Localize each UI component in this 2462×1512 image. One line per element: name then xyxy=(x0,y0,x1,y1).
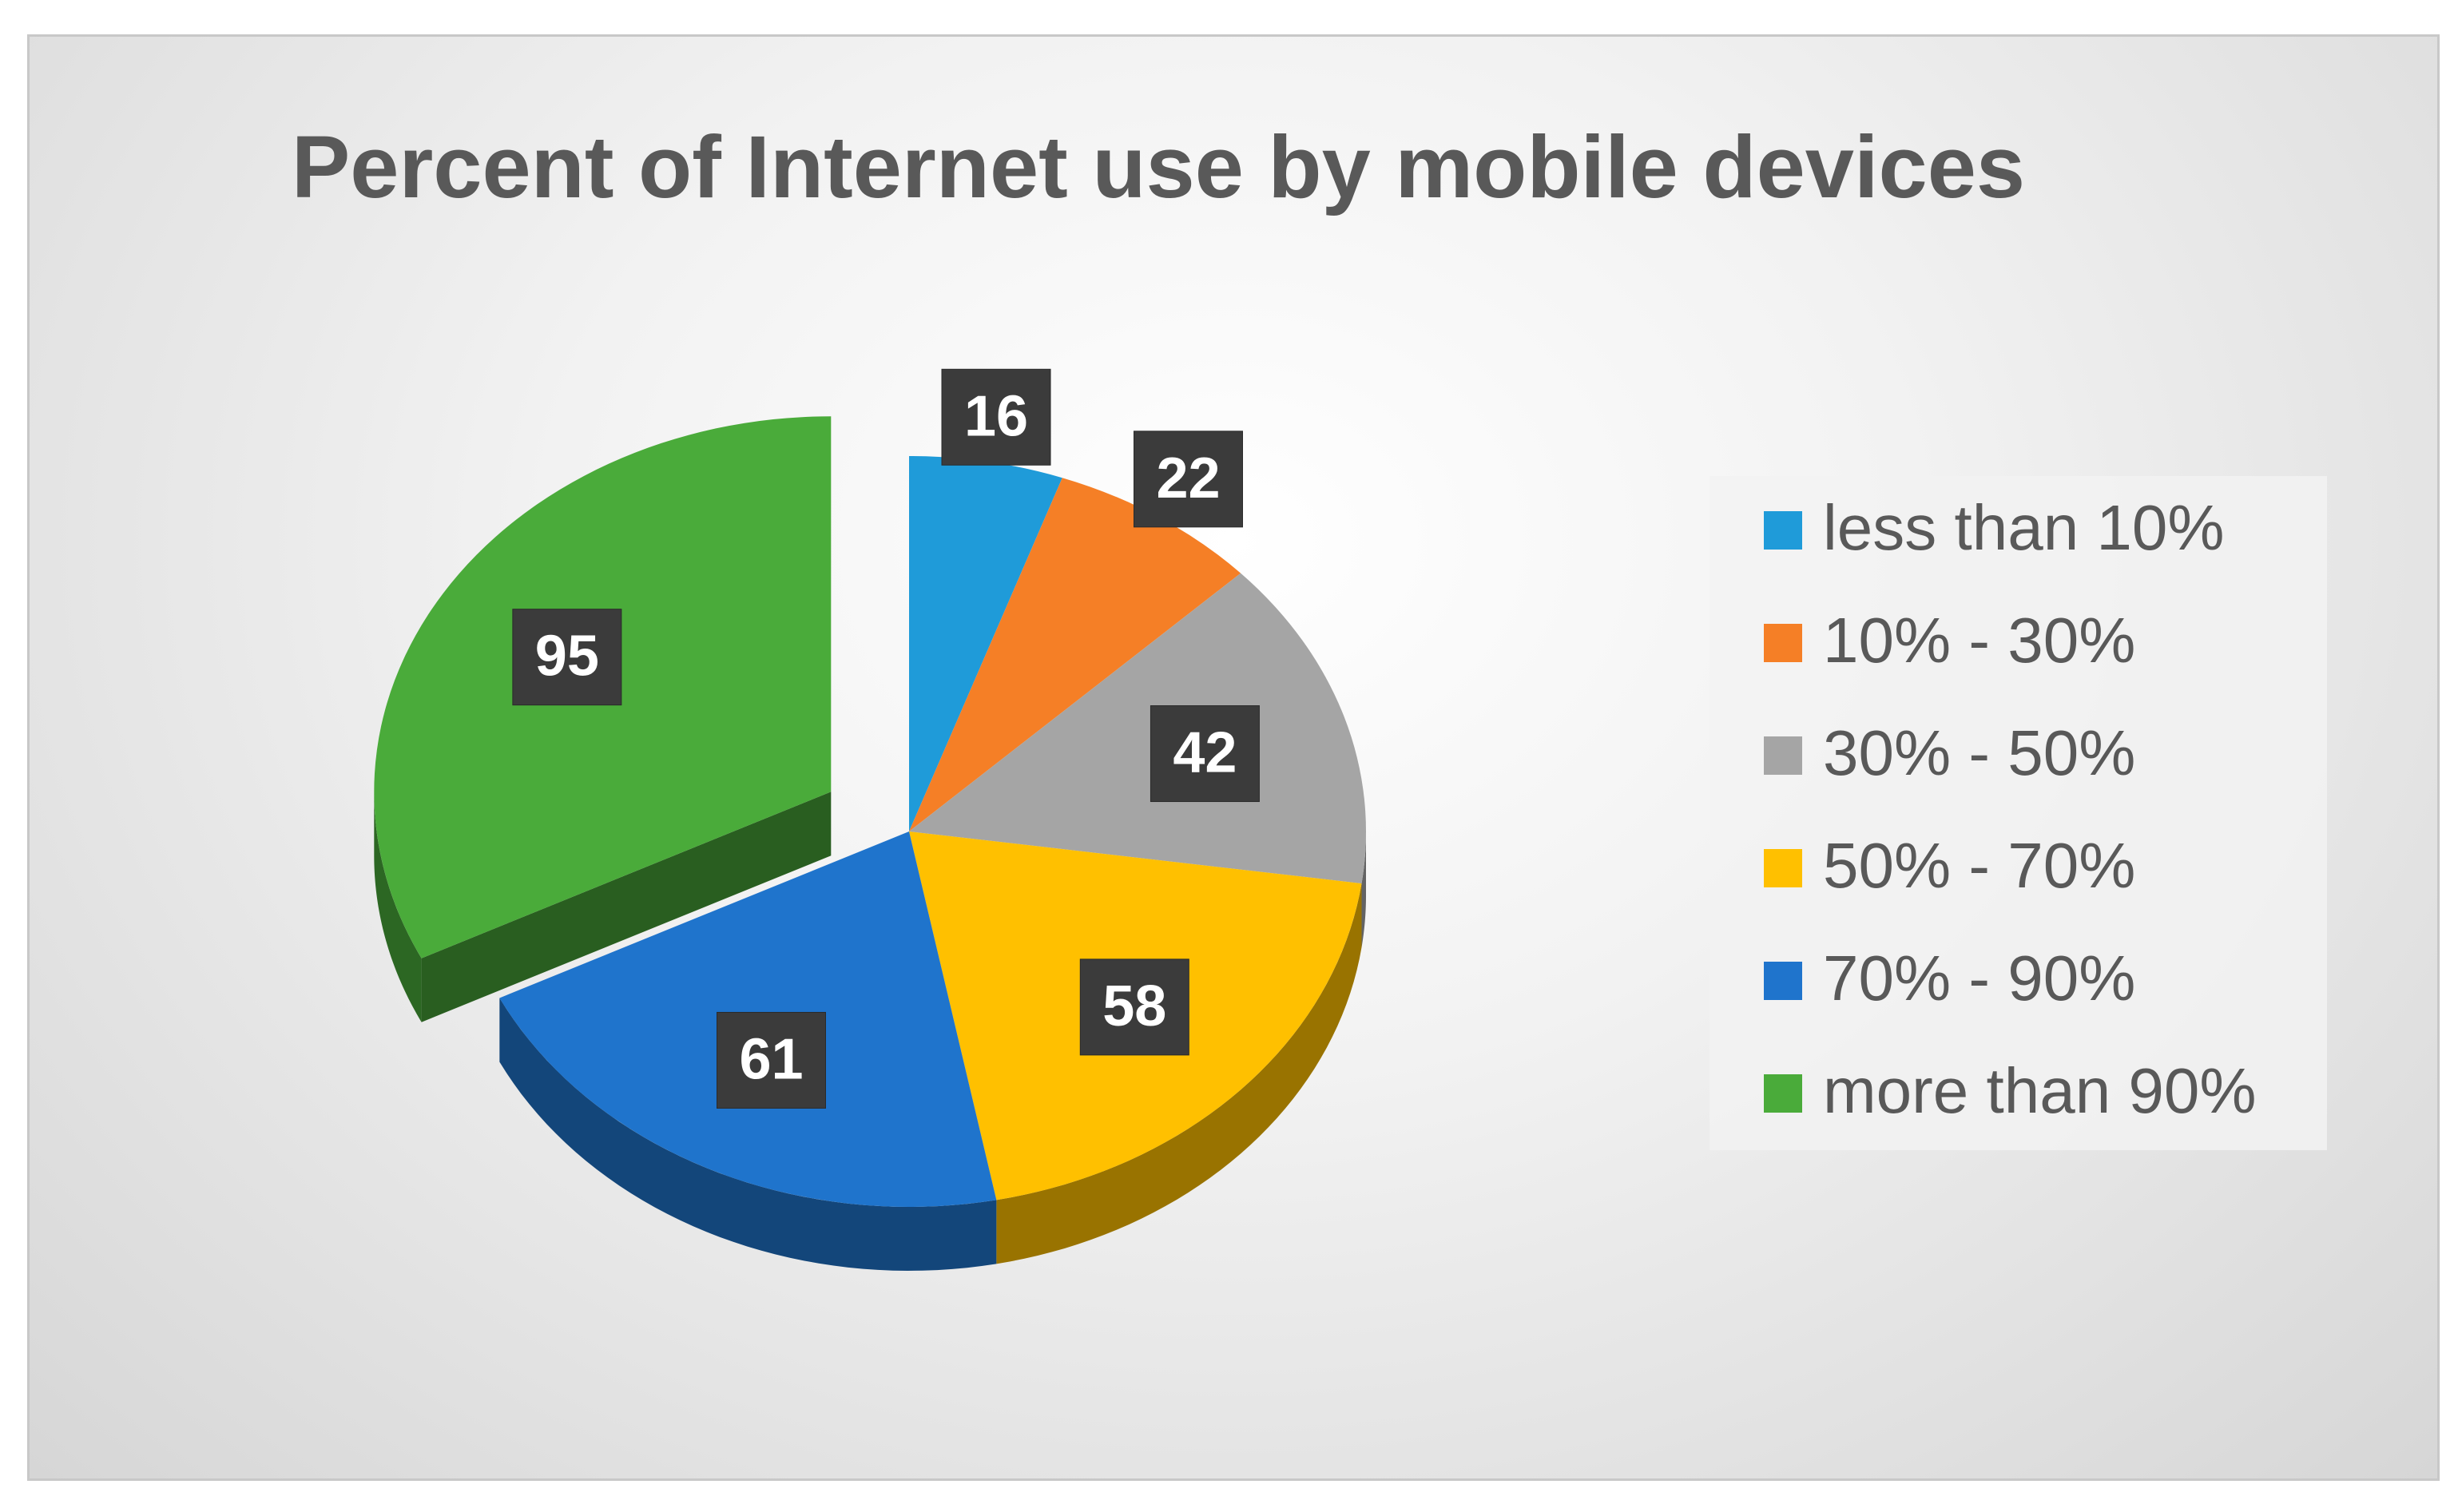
slice-side xyxy=(996,883,1362,1264)
data-label: 58 xyxy=(1102,974,1166,1038)
data-label-box xyxy=(717,1011,827,1109)
data-label: 61 xyxy=(739,1027,803,1091)
data-label-box xyxy=(1150,705,1260,803)
slice xyxy=(909,573,1366,884)
data-label-box xyxy=(512,609,622,706)
chart-title: Percent of Internet use by mobile device… xyxy=(291,118,2026,216)
legend-label: 30% - 50% xyxy=(1823,717,2135,788)
slice xyxy=(909,456,1062,831)
data-label: 95 xyxy=(535,625,599,689)
data-label: 22 xyxy=(1156,446,1220,510)
legend-label: 70% - 90% xyxy=(1823,943,2135,1014)
data-label-box xyxy=(1133,431,1243,528)
legend-box xyxy=(1710,476,2327,1150)
legend-label: 50% - 70% xyxy=(1823,830,2135,901)
legend-swatch xyxy=(1764,511,1802,550)
legend-label: less than 10% xyxy=(1823,492,2225,563)
slice-side xyxy=(499,998,997,1271)
slice xyxy=(909,478,1241,831)
legend-swatch xyxy=(1764,1074,1802,1113)
legend-swatch xyxy=(1764,849,1802,887)
data-label: 16 xyxy=(964,384,1028,448)
slice-side xyxy=(1361,831,1366,948)
slice-side xyxy=(421,792,832,1022)
data-label-box xyxy=(1079,958,1189,1056)
slice-side xyxy=(374,792,422,1022)
legend-swatch xyxy=(1764,624,1802,662)
legend-label: more than 90% xyxy=(1823,1055,2257,1126)
data-label: 42 xyxy=(1173,721,1237,785)
pie-3d-sides xyxy=(374,792,1366,1271)
legend-label: 10% - 30% xyxy=(1823,605,2135,676)
legend-swatch xyxy=(1764,962,1802,1000)
legend-swatch xyxy=(1764,736,1802,775)
data-label-box xyxy=(941,368,1051,466)
